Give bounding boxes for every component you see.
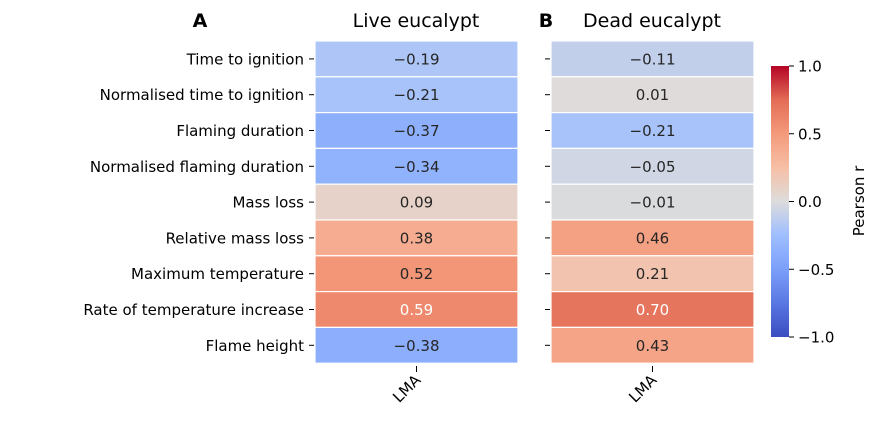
cell-value-label: −0.11 xyxy=(630,50,676,68)
row-label-normalised-time-to-ignition: Normalised time to ignition xyxy=(100,86,304,104)
cell-value-label: 0.46 xyxy=(636,229,669,247)
colorbar-label: Pearson r xyxy=(850,165,868,236)
panel-a-x-tick-labels: LMA xyxy=(389,366,425,406)
heatmap-cell xyxy=(314,40,519,78)
cell-value-label: −0.01 xyxy=(630,194,676,212)
cell-value-label: 0.52 xyxy=(400,265,433,283)
cell-value-label: −0.21 xyxy=(394,86,440,104)
heatmap-cell xyxy=(550,326,755,364)
cell-value-label: −0.21 xyxy=(630,122,676,140)
panel-b: B Dead eucalypt −0.11 0.01 −0.21 −0.05 −0.01… xyxy=(539,10,755,406)
colorbar-tick-label: −0.5 xyxy=(798,261,834,279)
panel-a: A Live eucalypt −0.19 −0.21 −0.37 −0.34 0.09… xyxy=(83,10,519,406)
row-label-flaming-duration: Flaming duration xyxy=(176,122,304,140)
colorbar-ticks: 1.0 0.5 0.0 −0.5 −1.0 xyxy=(789,58,834,347)
heatmap-cell xyxy=(314,291,519,329)
row-label-mass-loss: Mass loss xyxy=(232,194,304,212)
panel-a-letter: A xyxy=(193,10,208,32)
colorbar-tick-label: 1.0 xyxy=(798,58,822,76)
cell-value-label: −0.37 xyxy=(394,122,440,140)
colorbar-tick-label: −1.0 xyxy=(798,329,834,347)
panel-b-letter: B xyxy=(539,10,553,32)
heatmap-cell xyxy=(314,111,519,149)
row-label-time-to-ignition: Time to ignition xyxy=(186,50,304,68)
cell-value-label: 0.01 xyxy=(636,86,669,104)
heatmap-cell xyxy=(314,76,519,114)
row-label-maximum-temperature: Maximum temperature xyxy=(131,265,304,283)
row-label-rate-of-temperature-increase: Rate of temperature increase xyxy=(83,301,304,319)
cell-value-label: 0.43 xyxy=(636,337,669,355)
panel-b-cells: −0.11 0.01 −0.21 −0.05 −0.01 0.46 0.21 0.70 0.43 xyxy=(550,40,755,364)
colorbar-gradient xyxy=(771,66,789,337)
heatmap-cell xyxy=(550,219,755,257)
cell-value-label: 0.38 xyxy=(400,229,433,247)
heatmap-cell xyxy=(550,255,755,293)
panel-b-row-ticks xyxy=(545,58,550,346)
cell-value-label: −0.19 xyxy=(394,50,440,68)
row-label-relative-mass-loss: Relative mass loss xyxy=(166,229,305,247)
row-label-normalised-flaming-duration: Normalised flaming duration xyxy=(90,158,304,176)
colorbar-tick-label: 0.0 xyxy=(798,193,822,211)
colorbar: 1.0 0.5 0.0 −0.5 −1.0 Pearson r xyxy=(771,58,868,347)
heatmap-cell xyxy=(550,147,755,185)
cell-value-label: 0.70 xyxy=(636,301,669,319)
x-tick-label-lma: LMA xyxy=(625,371,661,407)
panel-a-cells: −0.19 −0.21 −0.37 −0.34 0.09 0.38 0.52 0.59 −0.3… xyxy=(314,40,519,364)
heatmap-cell xyxy=(314,219,519,257)
heatmap-cell xyxy=(550,111,755,149)
cell-value-label: −0.05 xyxy=(630,158,676,176)
heatmap-cell xyxy=(550,40,755,78)
cell-value-label: 0.21 xyxy=(636,265,669,283)
heatmap-cell xyxy=(550,183,755,221)
panel-a-title: Live eucalypt xyxy=(353,10,480,32)
row-label-flame-height: Flame height xyxy=(206,337,305,355)
x-tick-label-lma: LMA xyxy=(389,371,425,407)
colorbar-tick-label: 0.5 xyxy=(798,125,822,143)
cell-value-label: −0.38 xyxy=(394,337,440,355)
cell-value-label: −0.34 xyxy=(394,158,440,176)
row-labels: Time to ignition Normalised time to ignit… xyxy=(83,50,314,355)
cell-value-label: 0.59 xyxy=(400,301,433,319)
heatmap-cell xyxy=(314,326,519,364)
panel-b-title: Dead eucalypt xyxy=(583,10,721,32)
cell-value-label: 0.09 xyxy=(400,194,433,212)
heatmap-cell xyxy=(314,147,519,185)
panel-b-x-tick-labels: LMA xyxy=(625,366,661,406)
